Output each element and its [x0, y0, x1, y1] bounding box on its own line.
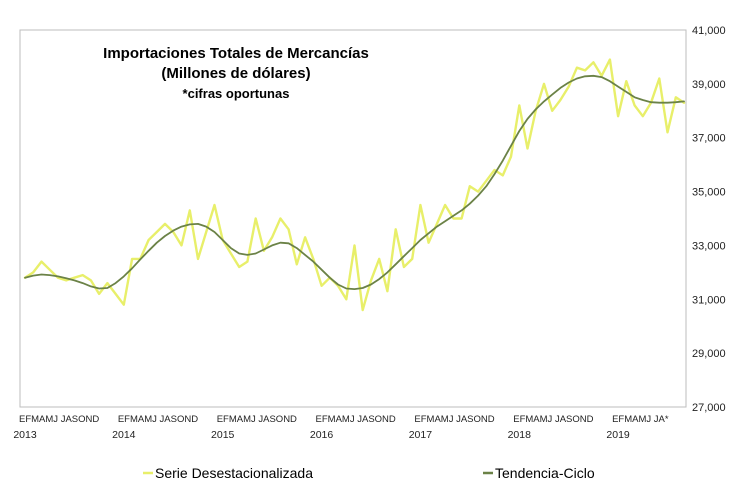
legend-label-1: Tendencia-Ciclo: [495, 465, 595, 481]
x-year-label: 2017: [409, 429, 433, 441]
y-tick-label: 41,000: [692, 25, 726, 37]
series-line-0: [23, 58, 686, 312]
x-month-labels: EFMAMJ JASOND: [217, 414, 297, 425]
series-line-1: [24, 74, 685, 291]
y-tick-label: 27,000: [692, 402, 726, 414]
x-axis-year-labels: 2013 2014 2015 2016 2017 2018 2019: [13, 429, 630, 441]
x-year-label: 2015: [211, 429, 235, 441]
y-tick-label: 33,000: [692, 240, 726, 252]
x-month-labels: EFMAMJ JASOND: [316, 414, 396, 425]
y-tick-label: 39,000: [692, 79, 726, 91]
x-year-label: 2013: [13, 429, 37, 441]
chart-note: *cifras oportunas: [183, 86, 290, 101]
x-year-label: 2018: [508, 429, 532, 441]
x-year-label: 2019: [606, 429, 630, 441]
y-tick-label: 29,000: [692, 348, 726, 360]
y-tick-label: 35,000: [692, 187, 726, 199]
x-year-label: 2016: [310, 429, 334, 441]
chart-title: Importaciones Totales de Mercancías: [103, 45, 369, 62]
x-month-labels: EFMAMJ JA*: [612, 414, 669, 425]
series-lines: [23, 58, 686, 312]
legend: Serie Desestacionalizada Tendencia-Ciclo: [143, 465, 595, 481]
x-month-labels: EFMAMJ JASOND: [513, 414, 593, 425]
y-axis-ticks: 41,000 39,000 37,000 35,000 33,000 31,000 29,0…: [692, 25, 726, 414]
x-month-labels: EFMAMJ JASOND: [414, 414, 494, 425]
legend-label-0: Serie Desestacionalizada: [155, 465, 313, 481]
y-tick-label: 37,000: [692, 133, 726, 145]
x-axis-month-labels: EFMAMJ JASOND EFMAMJ JASOND EFMAMJ JASOND E…: [19, 414, 669, 425]
x-month-labels: EFMAMJ JASOND: [19, 414, 99, 425]
chart-frame: [19, 29, 687, 408]
x-year-label: 2014: [112, 429, 136, 441]
chart-subtitle: (Millones de dólares): [161, 65, 310, 82]
x-month-labels: EFMAMJ JASOND: [118, 414, 198, 425]
y-tick-label: 31,000: [692, 294, 726, 306]
